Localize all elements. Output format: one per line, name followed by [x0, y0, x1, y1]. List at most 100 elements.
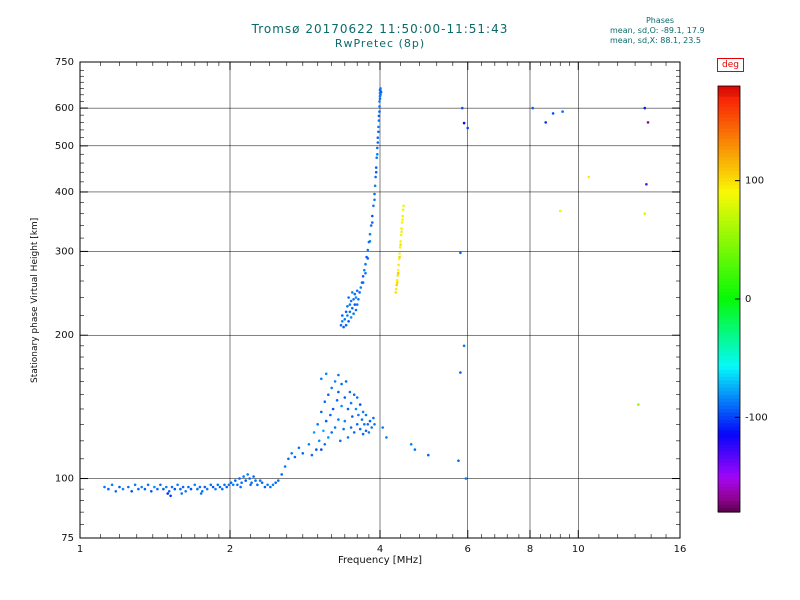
- data-point: [544, 121, 547, 124]
- data-point: [335, 399, 339, 402]
- data-point: [358, 291, 361, 294]
- data-point: [110, 483, 114, 487]
- data-point: [355, 423, 359, 426]
- data-point: [280, 473, 284, 476]
- data-point: [331, 407, 335, 411]
- data-point: [150, 490, 153, 493]
- data-point: [375, 156, 379, 159]
- data-point: [377, 125, 380, 129]
- data-point: [179, 487, 182, 491]
- colorbar-slice: [718, 370, 740, 375]
- data-point: [352, 312, 355, 316]
- data-point: [361, 275, 365, 278]
- data-point: [346, 305, 349, 308]
- data-point: [349, 426, 353, 429]
- colorbar-slice: [718, 203, 740, 208]
- data-point: [184, 490, 187, 493]
- colorbar-slice: [718, 267, 740, 272]
- data-point: [379, 93, 382, 97]
- data-point: [244, 479, 247, 482]
- data-point: [354, 296, 358, 299]
- data-point: [316, 423, 320, 426]
- data-point: [312, 431, 316, 434]
- colorbar-slice: [718, 249, 740, 254]
- colorbar-slice: [718, 242, 740, 247]
- data-point: [355, 303, 359, 306]
- data-point: [459, 371, 462, 374]
- data-point: [315, 448, 318, 451]
- colorbar-slice: [718, 178, 740, 183]
- data-point: [396, 268, 400, 272]
- data-point: [364, 271, 367, 275]
- data-point: [343, 396, 347, 399]
- colorbar-slice: [718, 135, 740, 140]
- colorbar-slice: [718, 149, 740, 155]
- data-point: [205, 487, 209, 491]
- colorbar-slice: [718, 444, 740, 449]
- colorbar-slice: [718, 497, 740, 502]
- data-point: [349, 401, 353, 405]
- data-point: [587, 175, 591, 179]
- phases-header: Phases: [645, 16, 675, 25]
- data-point: [363, 423, 366, 426]
- data-point: [376, 153, 379, 156]
- data-point: [180, 492, 183, 495]
- data-point: [301, 452, 305, 455]
- data-point: [103, 485, 106, 489]
- x-tick-label: 2: [227, 544, 233, 555]
- data-point: [351, 306, 354, 310]
- data-point: [462, 344, 466, 348]
- data-point: [342, 325, 345, 329]
- data-point: [307, 443, 311, 446]
- colorbar-slice: [718, 480, 740, 485]
- y-tick-label: 200: [55, 330, 74, 341]
- colorbar-slice: [718, 142, 740, 147]
- data-point: [346, 407, 350, 411]
- colorbar-slice: [718, 100, 740, 105]
- data-point: [252, 475, 255, 478]
- data-point: [146, 483, 150, 487]
- data-point: [211, 485, 215, 489]
- data-point: [378, 105, 381, 108]
- data-point: [121, 487, 125, 491]
- data-point: [320, 448, 323, 451]
- data-point: [368, 240, 372, 243]
- data-point: [344, 323, 348, 327]
- data-point: [366, 257, 370, 260]
- colorbar-slice: [718, 433, 740, 439]
- colorbar-slice: [718, 196, 740, 201]
- data-point: [181, 485, 185, 489]
- colorbar-tick-label: 0: [745, 294, 751, 305]
- data-point: [234, 479, 237, 482]
- colorbar-unit-label: deg: [717, 58, 744, 72]
- colorbar-slice: [718, 416, 740, 421]
- x-tick-label: 16: [674, 544, 687, 555]
- colorbar-slice: [718, 437, 740, 442]
- colorbar-slice: [718, 160, 740, 165]
- colorbar-slice: [718, 345, 740, 350]
- data-point: [118, 485, 121, 489]
- data-point: [358, 403, 362, 406]
- data-point: [377, 114, 381, 118]
- data-point: [170, 485, 174, 489]
- colorbar-slice: [718, 128, 740, 133]
- data-point: [323, 443, 327, 446]
- data-point: [258, 479, 262, 482]
- data-point: [189, 487, 193, 491]
- data-point: [409, 443, 413, 446]
- data-point: [153, 485, 156, 489]
- chart-subtitle: RwPretec (8p): [334, 37, 426, 50]
- scatter-points: [103, 87, 650, 498]
- data-point: [223, 483, 226, 487]
- colorbar-slice: [718, 252, 740, 257]
- data-point: [643, 212, 647, 215]
- colorbar-slice: [718, 210, 740, 215]
- colorbar-slice: [718, 174, 740, 179]
- data-point: [348, 310, 352, 314]
- colorbar-slice: [718, 231, 740, 236]
- data-point: [399, 240, 402, 243]
- colorbar-slice: [718, 316, 740, 321]
- y-tick-label: 300: [55, 246, 74, 257]
- x-tick-label: 8: [527, 544, 533, 555]
- colorbar-slice: [718, 164, 740, 169]
